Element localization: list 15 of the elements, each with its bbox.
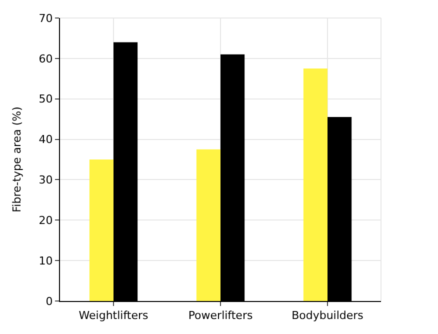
y-tick-label: 10 xyxy=(38,254,53,268)
y-tick-label: 40 xyxy=(38,133,53,146)
y-tick-label: 60 xyxy=(38,52,53,66)
y-tick-label: 20 xyxy=(38,214,53,227)
y-tick-label: 70 xyxy=(38,12,53,25)
x-tick-label: Weightlifters xyxy=(78,309,148,322)
x-tick-label: Bodybuilders xyxy=(292,309,364,322)
y-tick-label: 30 xyxy=(38,174,53,187)
y-axis-title: Fibre-type area (%) xyxy=(10,106,24,212)
y-tick-label: 50 xyxy=(38,92,53,106)
y-tick-label: 0 xyxy=(46,294,53,308)
bar xyxy=(89,160,114,301)
bar xyxy=(196,149,220,301)
bar xyxy=(303,68,328,301)
x-tick-label: Powerlifters xyxy=(188,309,253,322)
